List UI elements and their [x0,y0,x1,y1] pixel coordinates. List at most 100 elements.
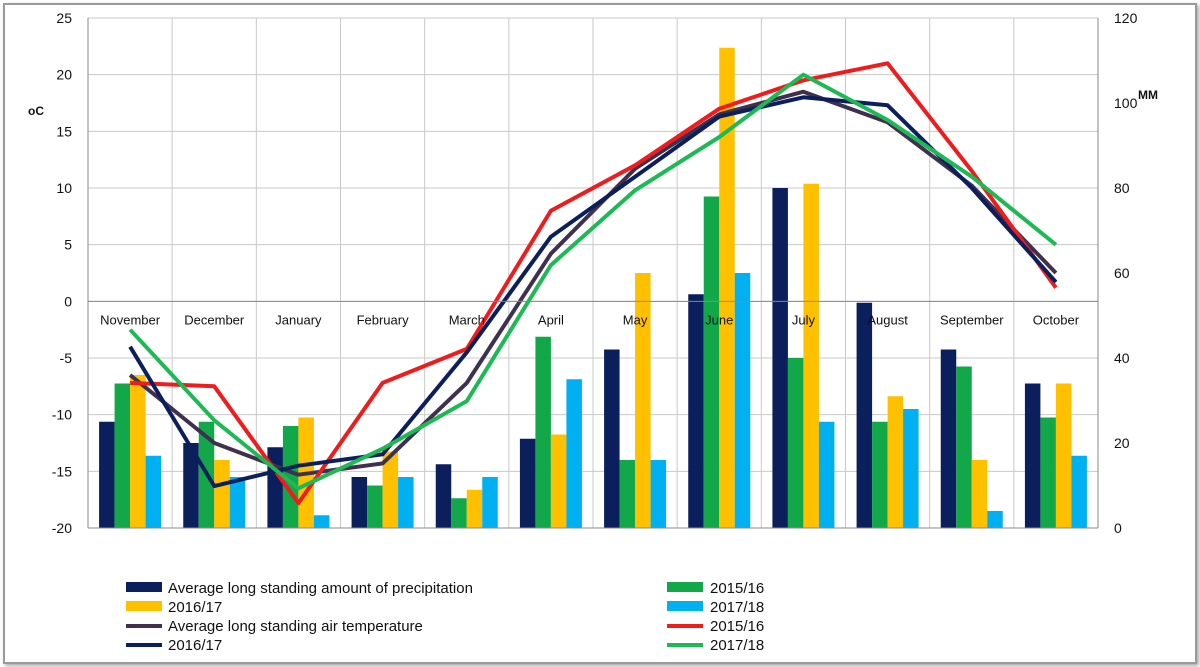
category-label: January [275,312,322,327]
legend-label-temp-2015: 2015/16 [710,618,764,635]
bar [114,383,131,528]
bar [566,379,582,528]
legend-swatch-precip-2015 [667,582,703,592]
series-line [128,72,1058,491]
category-label: March [449,312,485,327]
left-tick-label: 0 [64,293,72,309]
bar [604,349,620,528]
bar [903,409,919,528]
bar [940,349,957,528]
legend-label-precip-2017: 2017/18 [710,599,764,616]
right-tick-label: 20 [1114,435,1130,451]
series-line [130,61,1058,506]
bar [803,183,819,528]
left-axis-unit: oC [28,104,44,118]
legend-item-avg-temp: Average long standing air temperature [126,618,423,635]
axes-group: 25 20 15 10 5 0 -5 -10 -15 -20 120 100 80 60 40 20 0 Nove… [52,10,1138,536]
bar [451,498,467,528]
category-label: May [623,312,648,327]
bar [282,426,299,528]
legend-item-temp-2016: 2016/17 [126,637,222,654]
legend-swatch-avg-precip [126,582,162,592]
bar [887,396,904,528]
left-tick-label: -20 [52,520,72,536]
bar [987,511,1003,528]
category-label: July [792,312,816,327]
bar [1024,383,1041,528]
right-tick-label: 40 [1114,350,1130,366]
legend-label-avg-precip: Average long standing amount of precipit… [168,580,473,597]
category-label: November [100,312,161,327]
legend-label-precip-2016: 2016/17 [168,599,222,616]
bar [351,477,368,528]
bar [535,336,551,528]
left-tick-label: -10 [52,407,72,423]
bar [734,273,751,528]
right-tick-label: 80 [1114,180,1130,196]
bar [856,302,873,528]
legend-item-precip-2017: 2017/18 [667,599,764,616]
category-label: April [538,312,564,327]
left-tick-label: -15 [52,463,72,479]
bar [313,515,330,528]
category-label: October [1033,312,1080,327]
bar [99,421,115,528]
left-tick-label: -5 [60,350,73,366]
category-label: September [940,312,1004,327]
category-label: December [184,312,245,327]
legend-label-temp-2016: 2016/17 [168,637,222,654]
category-label: June [705,312,733,327]
bar [1040,417,1056,528]
bar [145,455,162,528]
bar [650,460,667,528]
series-line [128,95,1058,489]
bars-group [99,47,1087,528]
legend-item-avg-precip: Average long standing amount of precipit… [126,580,473,597]
bar [971,460,988,528]
left-tick-label: 15 [56,123,72,139]
right-axis-unit: MM [1138,88,1158,102]
bar [1055,383,1072,528]
bar [787,358,804,528]
legend: Average long standing amount of precipit… [126,580,764,654]
legend-label-avg-temp: Average long standing air temperature [168,618,423,635]
legend-item-precip-2015: 2015/16 [667,580,764,597]
bar [435,464,452,528]
legend-item-precip-2016: 2016/17 [126,599,222,616]
bar [550,434,567,528]
category-label: August [867,312,908,327]
legend-label-temp-2017: 2017/18 [710,637,764,654]
right-tick-label: 100 [1114,95,1138,111]
category-label: February [357,312,410,327]
bar [872,421,888,528]
bar [267,447,283,528]
legend-swatch-precip-2016 [126,601,162,611]
bar [466,489,483,528]
left-tick-label: 10 [56,180,72,196]
bar [398,477,414,528]
legend-swatch-precip-2017 [667,601,703,611]
bar [367,485,383,528]
legend-item-temp-2017: 2017/18 [667,637,764,654]
bar [214,460,230,528]
bar [1071,455,1087,528]
bar [130,375,146,528]
bar [519,438,536,528]
bar [382,451,399,528]
bar [183,443,199,528]
left-tick-label: 5 [64,237,72,253]
bar [719,47,735,528]
bar [818,421,835,528]
bar [956,366,972,528]
bar [482,477,498,528]
bar [619,460,636,528]
right-tick-label: 0 [1114,520,1122,536]
bar [229,477,246,528]
left-tick-label: 25 [56,10,72,26]
right-tick-label: 120 [1114,10,1138,26]
legend-label-precip-2015: 2015/16 [710,580,764,597]
bar [688,294,704,528]
right-tick-label: 60 [1114,265,1130,281]
lines-group [128,61,1058,506]
